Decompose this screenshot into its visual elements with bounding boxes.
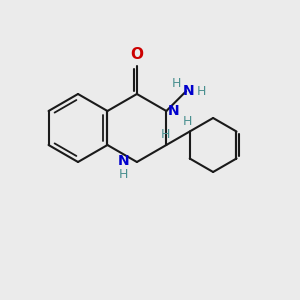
Text: O: O (130, 47, 143, 62)
Text: N: N (167, 104, 179, 118)
Text: N: N (182, 84, 194, 98)
Text: H: H (171, 77, 181, 90)
Text: H: H (183, 115, 192, 128)
Text: H: H (119, 167, 129, 181)
Text: H: H (196, 85, 206, 98)
Text: N: N (118, 154, 130, 168)
Text: H: H (160, 128, 170, 142)
